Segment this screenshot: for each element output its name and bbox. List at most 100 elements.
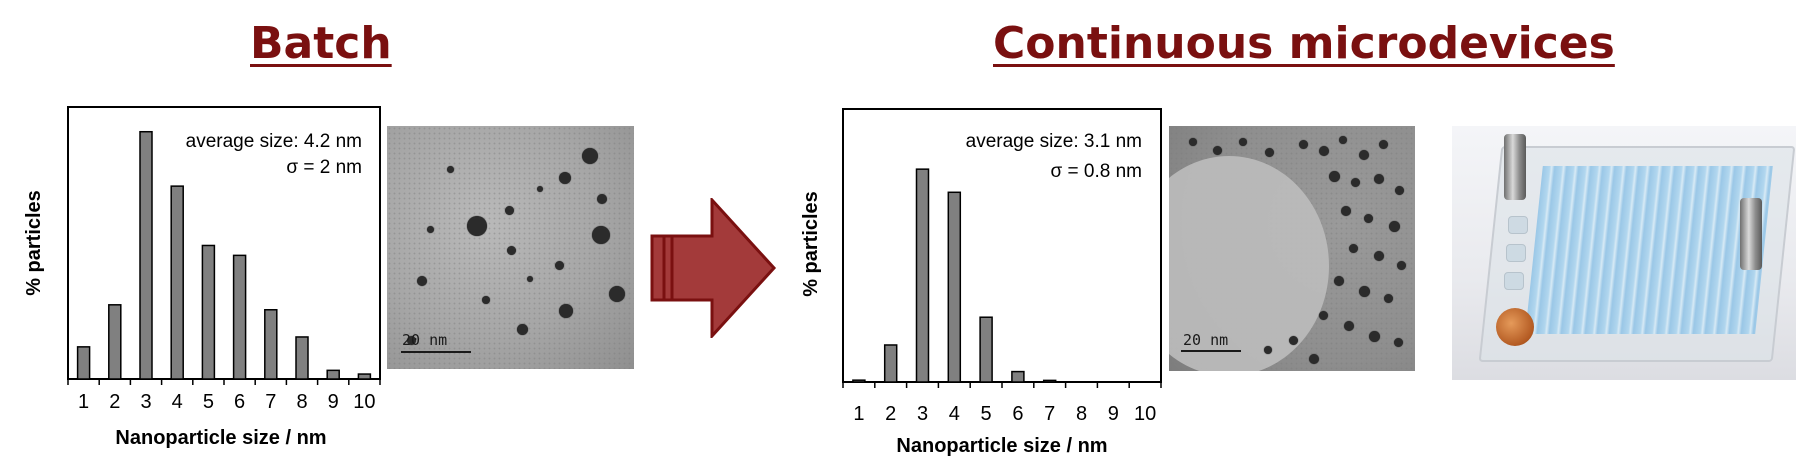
nanoparticle [592, 226, 610, 244]
x-tick-label: 3 [140, 391, 151, 413]
x-tick-label: 9 [328, 391, 339, 413]
sigma-annotation: σ = 2 nm [286, 157, 362, 178]
port [1508, 216, 1528, 234]
x-tick-label: 8 [1076, 403, 1087, 425]
nanoparticle [1341, 206, 1351, 216]
nanoparticle [1319, 311, 1328, 320]
average-size-annotation: average size: 4.2 nm [186, 131, 362, 152]
nanoparticle [505, 206, 514, 215]
x-tick-label: 7 [265, 391, 276, 413]
x-tick-label: 4 [949, 403, 960, 425]
x-axis-label: Nanoparticle size / nm [115, 427, 326, 449]
nanoparticle [517, 324, 528, 335]
nanoparticle [1329, 171, 1340, 182]
x-tick-label: 10 [353, 391, 375, 413]
continuous-size-histogram: 1 2 3 4 5 6 7 8 9 10 average size: 3.1 nm σ = 0.8… [800, 108, 1162, 457]
nanoparticle [1395, 186, 1404, 195]
nanoparticle [507, 246, 516, 255]
nanoparticle [597, 194, 607, 204]
nanoparticle [609, 286, 625, 302]
x-tick-label: 9 [1108, 403, 1119, 425]
x-tick-label: 2 [885, 403, 896, 425]
bar-size-10 [357, 373, 372, 380]
port [1504, 272, 1524, 290]
nanoparticle [1374, 251, 1384, 261]
port [1506, 244, 1526, 262]
nanoparticle [559, 172, 571, 184]
nanoparticle [1213, 146, 1222, 155]
outlet-fitting [1740, 198, 1762, 270]
bar-size-1 [76, 346, 91, 380]
x-tick-label: 7 [1044, 403, 1055, 425]
average-size-annotation: average size: 3.1 nm [966, 131, 1142, 152]
scale-bar [401, 351, 471, 353]
nanoparticle [1349, 244, 1358, 253]
nanoparticle [467, 216, 487, 236]
bar-size-4 [170, 185, 184, 380]
x-tick-label: 3 [917, 403, 928, 425]
x-axis-label: Nanoparticle size / nm [896, 435, 1107, 457]
nanoparticle [1189, 138, 1197, 146]
nanoparticle [1389, 221, 1400, 232]
bars-group [76, 130, 372, 380]
nanoparticle [1309, 354, 1319, 364]
x-tick-label: 4 [172, 391, 183, 413]
bar-size-3 [915, 168, 930, 383]
batch-tem-image: 20 nm [387, 126, 634, 369]
nanoparticle [1364, 214, 1373, 223]
scale-bar-label: 20 nm [402, 331, 448, 349]
microchannels [1525, 166, 1773, 334]
x-tick-label: 1 [78, 391, 89, 413]
arrow-shape [650, 198, 777, 338]
bar-size-7 [1042, 379, 1057, 383]
x-tick-label: 5 [203, 391, 214, 413]
y-axis-label: % particles [800, 191, 822, 297]
batch-heading: Batch [250, 18, 392, 69]
nanoparticle [482, 296, 490, 304]
bar-size-5 [979, 316, 993, 383]
bars-group [852, 168, 1057, 383]
nanoparticle [1339, 136, 1347, 144]
bar-size-4 [947, 191, 962, 383]
nanoparticle [447, 166, 454, 173]
sigma-annotation: σ = 0.8 nm [1051, 161, 1142, 182]
bar-size-8 [295, 336, 309, 380]
nanoparticle [1299, 140, 1308, 149]
continuous-heading: Continuous microdevices [993, 18, 1615, 69]
x-tick-label: 8 [296, 391, 307, 413]
coin [1496, 308, 1534, 346]
nanoparticle [559, 304, 573, 318]
nanoparticle [1384, 294, 1393, 303]
bar-size-6 [232, 254, 247, 380]
nanoparticle [1265, 148, 1274, 157]
nanoparticle [1344, 321, 1354, 331]
nanoparticle [1239, 138, 1247, 146]
bar-size-3 [139, 130, 153, 380]
bar-size-2 [108, 304, 122, 380]
bar-size-5 [201, 244, 216, 380]
bar-size-2 [883, 344, 898, 383]
x-tick-label: 5 [981, 403, 992, 425]
bar-size-9 [326, 369, 340, 380]
x-ticks: 1 2 3 4 5 6 7 8 9 10 [67, 379, 381, 413]
bar-size-6 [1011, 370, 1025, 383]
nanoparticle [1379, 140, 1388, 149]
carbon-film-hole [1169, 156, 1329, 371]
nanoparticle [1264, 346, 1272, 354]
nanoparticle [1394, 338, 1403, 347]
nanoparticle [1369, 331, 1380, 342]
x-ticks: 1 2 3 4 5 6 7 8 9 10 [842, 382, 1162, 425]
x-tick-label: 6 [1012, 403, 1023, 425]
nanoparticle [1319, 146, 1329, 156]
nanoparticle [427, 226, 434, 233]
nanoparticle [1334, 276, 1344, 286]
y-axis-label: % particles [23, 190, 45, 296]
bar-size-7 [264, 309, 278, 380]
bar-size-1 [852, 379, 866, 383]
nanoparticle [1351, 178, 1360, 187]
nanoparticle [582, 148, 598, 164]
batch-size-histogram: 1 2 3 4 5 6 7 8 9 10 average size: 4.2 nm σ = 2 n… [23, 106, 381, 449]
nanoparticle [1289, 336, 1298, 345]
scale-bar [1181, 350, 1241, 352]
scale-bar-label: 20 nm [1183, 331, 1229, 349]
